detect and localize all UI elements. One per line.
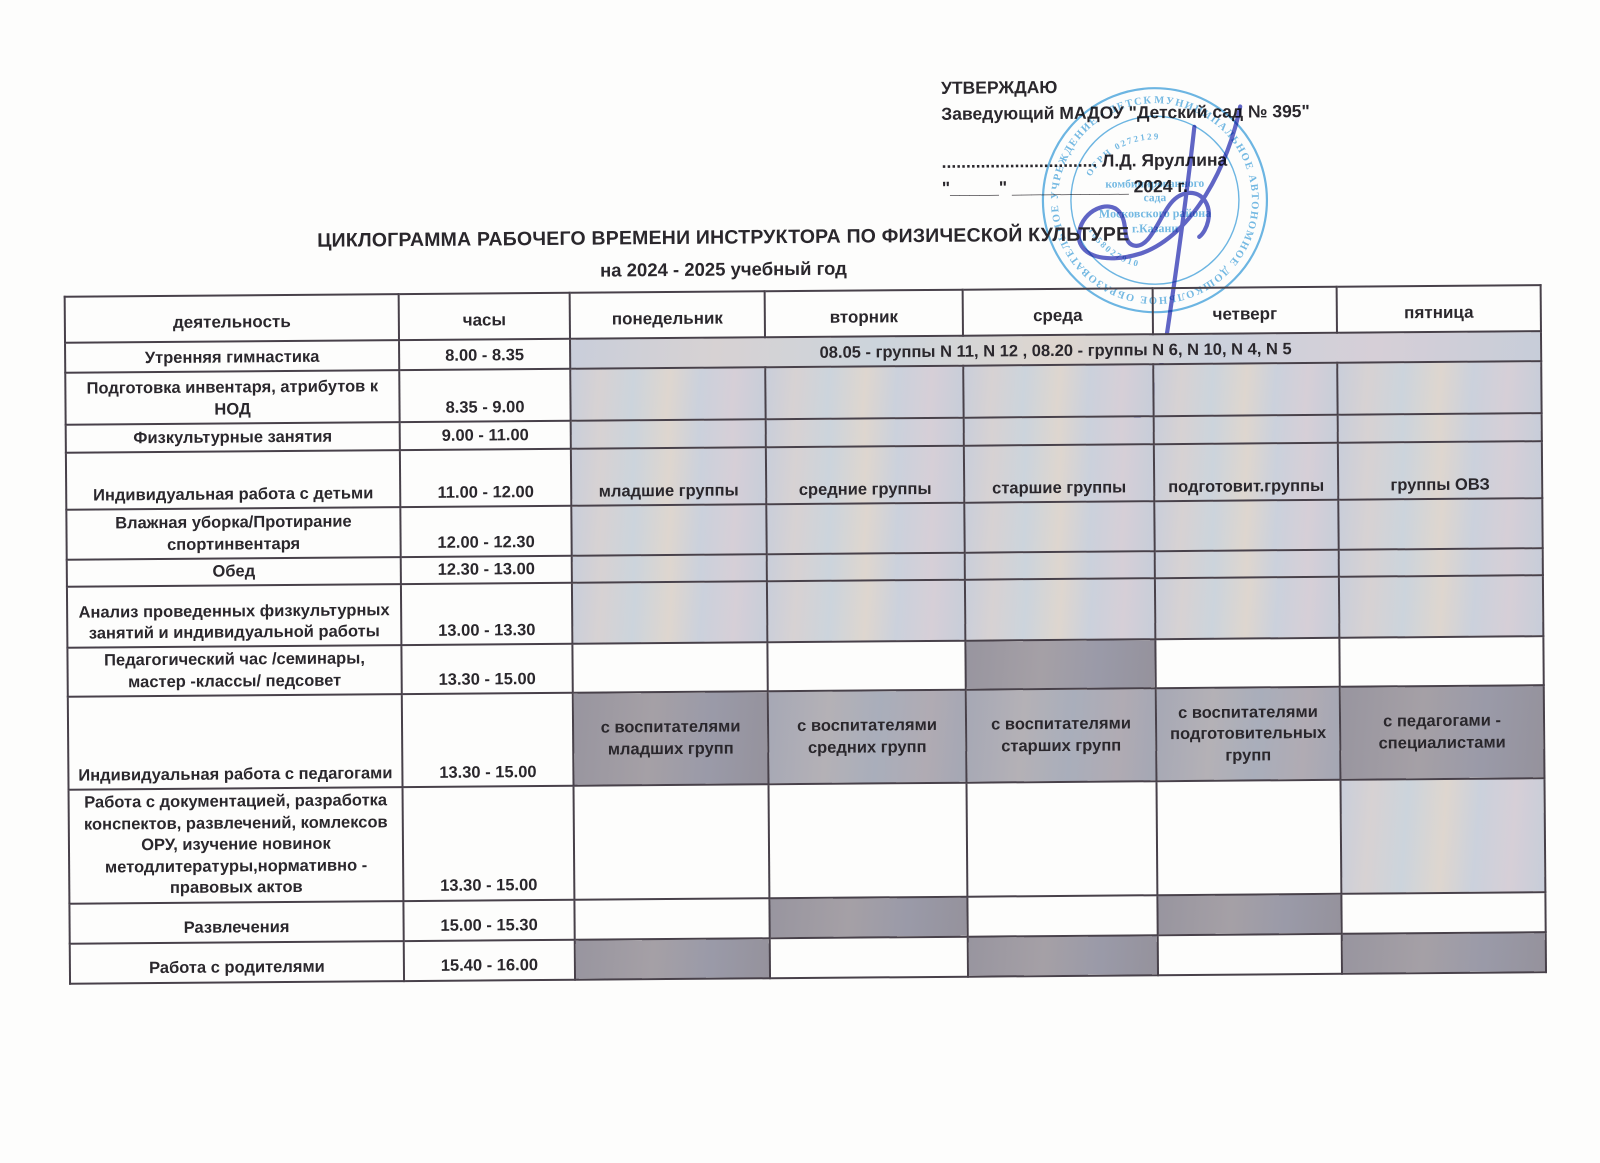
column-header-hours: часы — [398, 292, 571, 341]
activity-cell: Индивидуальная работа с детьми — [65, 450, 401, 510]
day-cell: с воспитателями средних групп — [767, 690, 967, 785]
day-cell — [574, 937, 771, 980]
day-cell: с воспитателями младших групп — [572, 691, 769, 787]
official-stamp-seal: МУНИЦИПАЛЬНОЕ АВТОНОМНОЕ ДОШКОЛЬНОЕ ОБРА… — [1035, 80, 1269, 314]
day-cell — [768, 783, 968, 898]
table-row: Индивидуальная работа с педагогами 13.30… — [67, 685, 1545, 791]
day-cell — [966, 781, 1158, 897]
day-cell — [1341, 931, 1547, 974]
hours-cell: 8.35 - 9.00 — [399, 368, 571, 423]
day-cell — [571, 581, 768, 645]
schedule-table: деятельность часы понедельник вторник ср… — [64, 284, 1547, 984]
day-cell — [1154, 577, 1340, 640]
column-header-monday: понедельник — [569, 291, 765, 339]
day-cell — [769, 936, 969, 978]
day-cell — [964, 578, 1156, 642]
activity-cell: Педагогический час /семинары, мастер -кл… — [67, 645, 402, 698]
day-cell — [1153, 414, 1338, 445]
day-cell — [571, 504, 767, 556]
hours-cell: 11.00 - 12.00 — [399, 448, 572, 508]
day-cell — [765, 417, 964, 448]
day-cell — [1156, 780, 1342, 895]
day-cell — [1157, 933, 1343, 975]
day-cell: с воспитателями старших групп — [965, 688, 1157, 784]
day-cell — [573, 784, 770, 900]
table-row: Анализ проведенных физкультурных занятий… — [66, 575, 1544, 649]
hours-cell: 15.40 - 16.00 — [403, 939, 576, 981]
day-cell — [1340, 778, 1546, 894]
column-header-wednesday: среда — [962, 288, 1153, 336]
table-row: Работа с документацией, разработка консп… — [68, 778, 1546, 904]
hours-cell: 13.30 - 15.00 — [401, 644, 573, 695]
day-cell — [1338, 575, 1544, 639]
activity-cell: Физкультурные занятия — [65, 422, 400, 453]
column-header-tuesday: вторник — [764, 289, 963, 338]
day-cell: старшие группы — [963, 444, 1155, 503]
day-cell — [572, 642, 768, 694]
day-cell — [1154, 549, 1339, 579]
day-cell — [965, 639, 1156, 691]
day-cell: группы ОВЗ — [1337, 441, 1543, 500]
day-cell: младшие группы — [570, 447, 767, 506]
day-cell — [767, 641, 966, 692]
hours-cell: 12.00 - 12.30 — [400, 505, 572, 558]
hours-cell: 8.00 - 8.35 — [399, 338, 571, 371]
day-cell: подготовит.группы — [1153, 442, 1339, 502]
hours-cell: 15.00 - 15.30 — [403, 899, 575, 941]
day-cell — [1337, 413, 1542, 443]
day-cell — [571, 554, 767, 584]
day-cell — [765, 365, 964, 420]
activity-cell: Обед — [66, 557, 401, 588]
day-cell — [1339, 636, 1544, 688]
day-cell — [766, 552, 965, 582]
day-cell — [1155, 638, 1340, 689]
activity-cell: Работа с документацией, разработка консп… — [68, 787, 404, 904]
hours-cell: 13.30 - 15.00 — [401, 693, 574, 788]
day-cell — [1341, 891, 1546, 934]
day-cell — [963, 364, 1154, 418]
activity-cell: Развлечения — [69, 900, 404, 944]
activity-cell: Влажная уборка/Протирание спортинвентаря — [66, 507, 401, 560]
hours-cell: 13.30 - 15.00 — [402, 786, 575, 901]
hours-cell: 9.00 - 11.00 — [399, 420, 571, 451]
activity-cell: Подготовка инвентаря, атрибутов к НОД — [65, 370, 400, 425]
activity-cell: Работа с родителями — [69, 940, 405, 984]
day-cell — [1154, 499, 1339, 552]
column-header-friday: пятница — [1336, 285, 1541, 333]
day-cell: с педагогами - специалистами — [1339, 685, 1545, 781]
activity-cell: Утренняя гимнастика — [65, 340, 400, 373]
column-header-thursday: четверг — [1152, 286, 1337, 335]
day-cell — [570, 367, 766, 421]
stamp-center-line: сада — [1144, 192, 1167, 204]
day-cell — [967, 894, 1158, 937]
day-cell — [1157, 893, 1342, 935]
day-cell — [967, 934, 1159, 977]
day-cell — [766, 502, 965, 555]
hours-cell: 12.30 - 13.00 — [400, 555, 572, 585]
stamp-center-line: комбинированного — [1105, 178, 1204, 191]
hours-cell: 13.00 - 13.30 — [400, 583, 573, 646]
day-cell — [570, 419, 766, 449]
day-cell — [1337, 361, 1542, 415]
activity-cell: Анализ проведенных физкультурных занятий… — [66, 584, 402, 649]
day-cell — [769, 896, 968, 938]
activity-cell: Индивидуальная работа с педагогами — [67, 694, 403, 791]
column-header-activity: деятельность — [64, 294, 400, 343]
day-cell — [963, 416, 1154, 446]
day-cell — [964, 501, 1155, 553]
day-cell: средние группы — [765, 445, 965, 505]
day-cell — [1153, 362, 1338, 417]
day-cell — [574, 897, 770, 940]
day-cell — [1338, 498, 1543, 550]
day-cell — [1338, 548, 1543, 578]
day-cell — [766, 580, 966, 643]
day-cell — [964, 551, 1155, 581]
day-cell: с воспитателями подготовительных групп — [1155, 687, 1341, 782]
